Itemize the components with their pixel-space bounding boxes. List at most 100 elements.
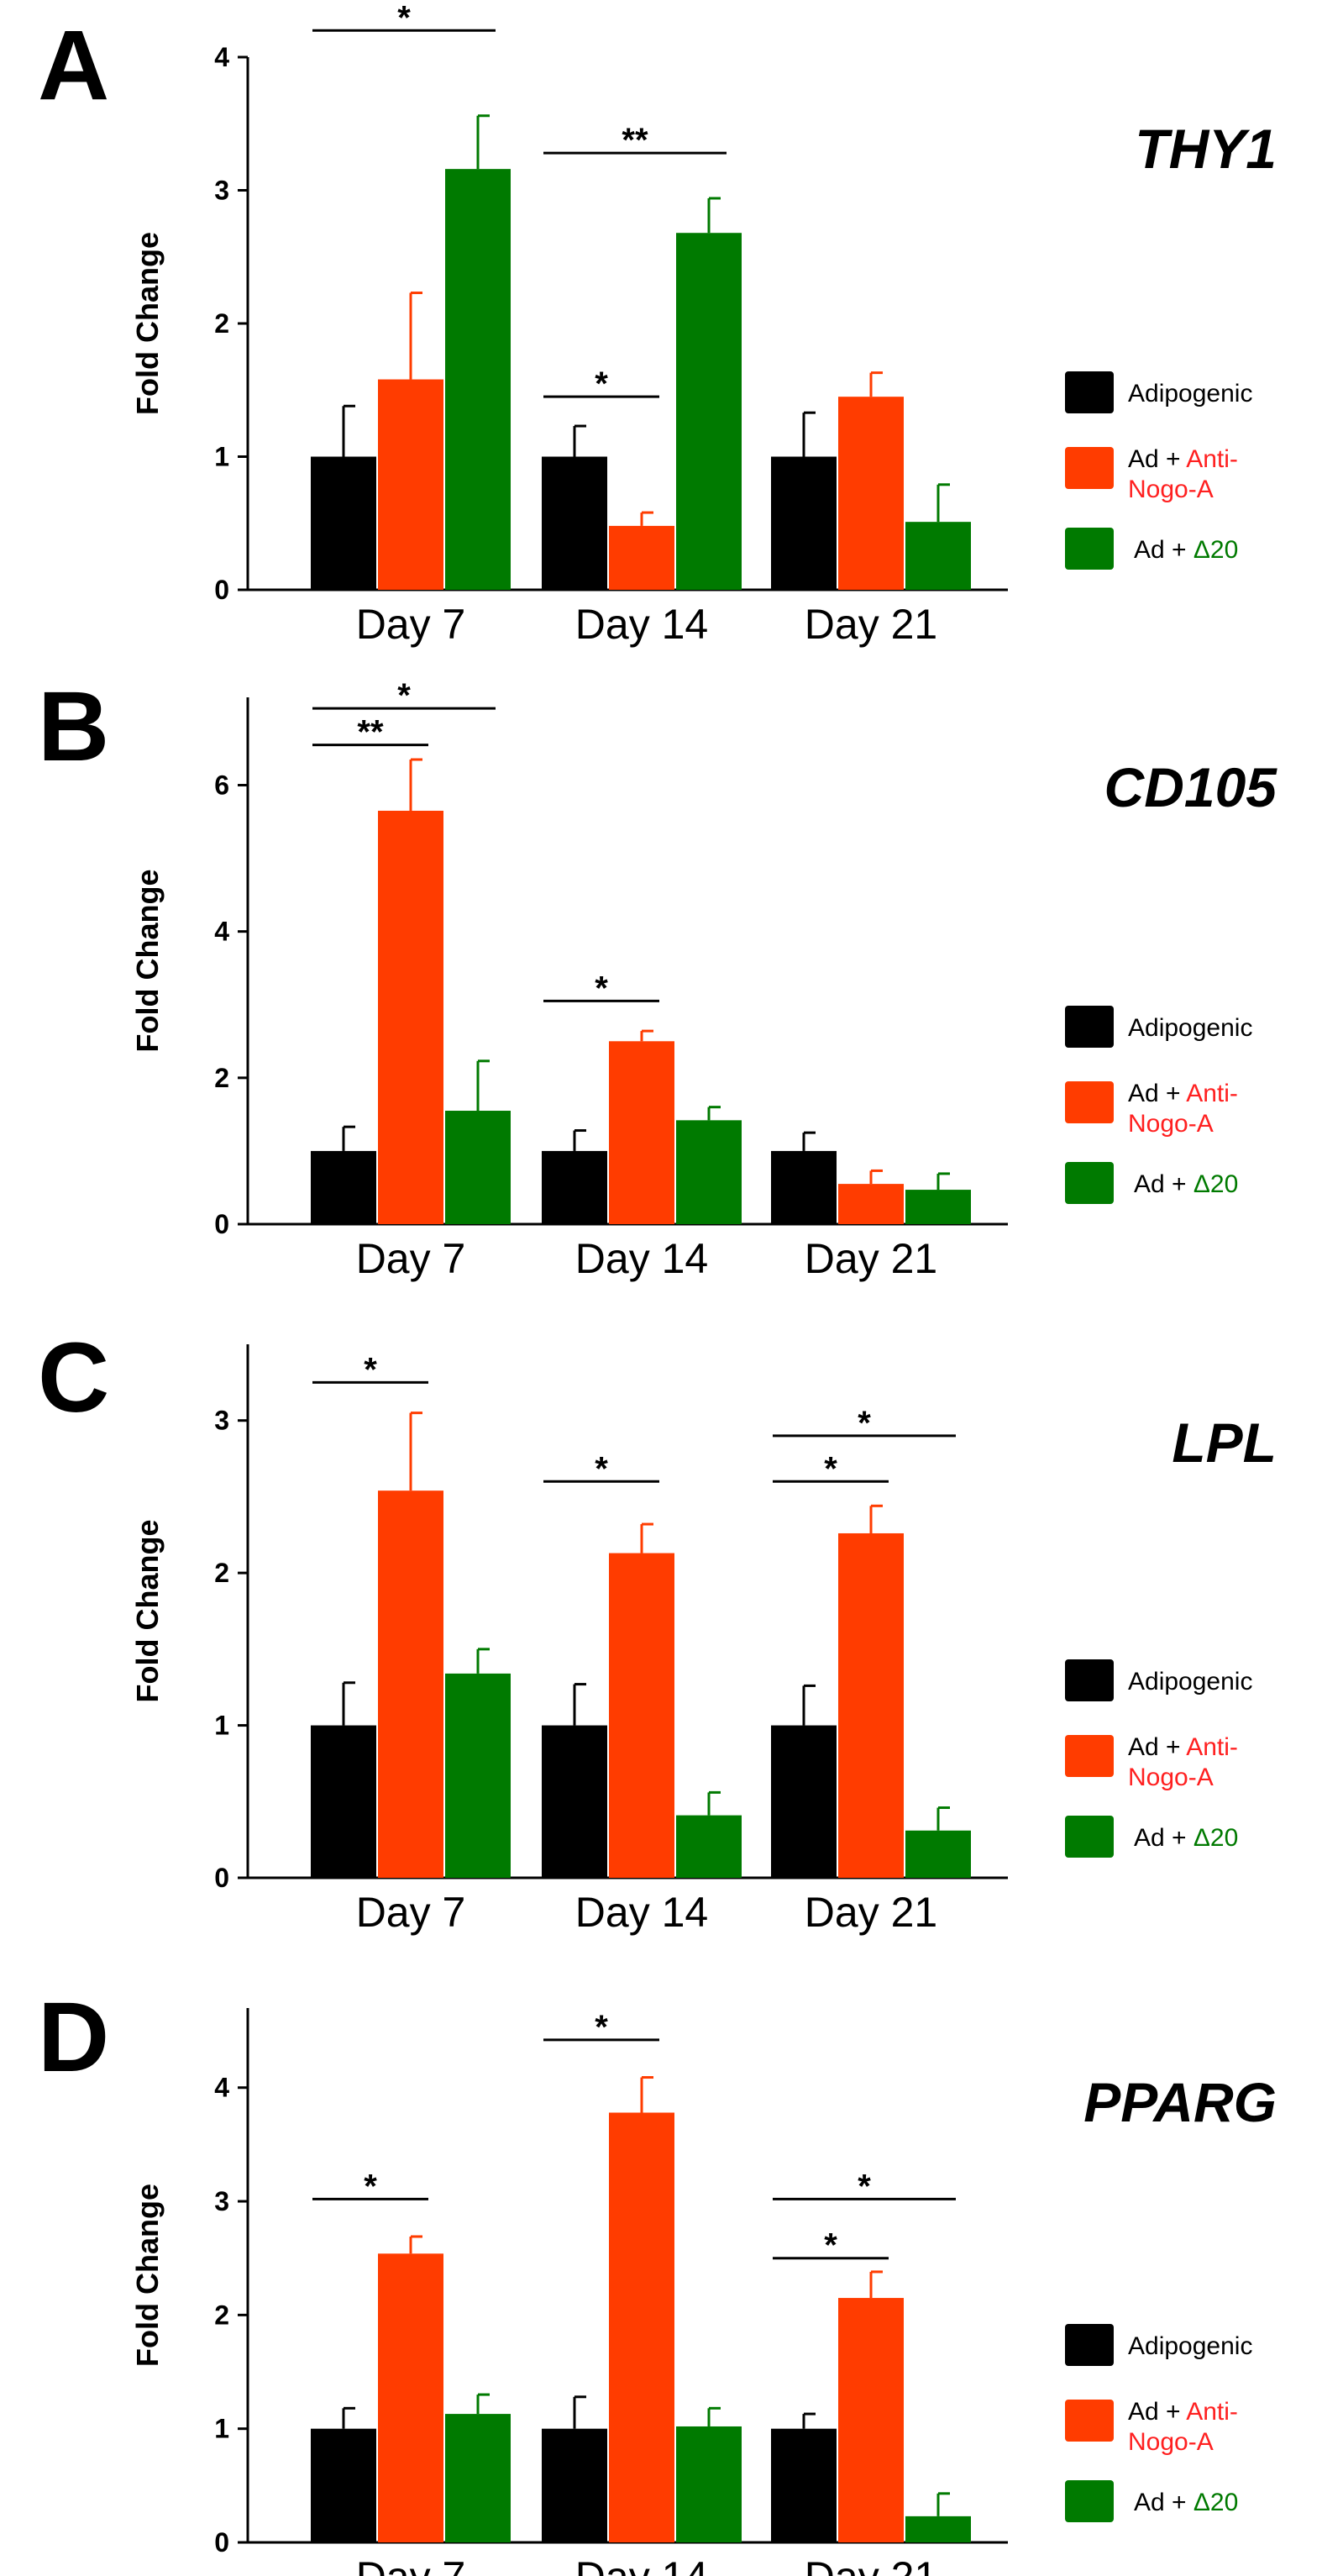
legend-label-delta20: Ad + Δ20 [1134, 1170, 1238, 1198]
y-tick-label: 0 [214, 1209, 229, 1239]
legend-label-anti-nogo-a-line2: Nogo-A [1128, 1110, 1214, 1138]
legend-swatch [1065, 1162, 1114, 1204]
legend-label-anti-nogo-a: Ad + Anti- [1128, 2398, 1238, 2426]
bar-anti-nogo-a [378, 810, 443, 1224]
y-tick-label: 0 [214, 1863, 229, 1893]
bar-adipogenic [771, 456, 837, 590]
gene-title: THY1 [1135, 118, 1277, 180]
y-tick-label: 3 [214, 2186, 229, 2216]
significance-label: ** [357, 714, 384, 751]
legend-label-anti-nogo-a-line2: Nogo-A [1128, 1764, 1214, 1791]
bar-anti-nogo-a [838, 1184, 904, 1224]
x-tick-label: Day 14 [575, 1235, 708, 1282]
bar-delta20 [445, 1111, 511, 1224]
y-axis-label: Fold Change [130, 1520, 165, 1703]
legend-label-adipogenic: Adipogenic [1128, 1014, 1252, 1042]
legend-swatch [1065, 1659, 1114, 1701]
x-tick-label: Day 14 [575, 601, 708, 648]
bar-adipogenic [771, 1725, 837, 1878]
gene-title: PPARG [1083, 2071, 1277, 2133]
legend-swatch [1065, 2324, 1114, 2366]
x-tick-label: Day 7 [356, 2553, 466, 2576]
panel-letter: B [38, 671, 109, 782]
legend-label-delta20: Ad + Δ20 [1134, 1824, 1238, 1852]
y-tick-label: 0 [214, 575, 229, 605]
y-tick-label: 1 [214, 2414, 229, 2444]
bar-delta20 [676, 1815, 742, 1878]
panel-c: C LPL Fold Change 0 1 2 3 Day 7 Day 14 Day 21 * * * *… [38, 1322, 1277, 1936]
bar-delta20 [905, 522, 971, 590]
y-tick-label: 4 [214, 917, 229, 947]
bar-anti-nogo-a [838, 397, 904, 590]
x-tick-label: Day 21 [805, 1235, 937, 1282]
significance-label: * [595, 1450, 608, 1487]
significance-label: * [824, 2227, 837, 2264]
x-tick-label: Day 7 [356, 601, 466, 648]
bar-adipogenic [542, 1725, 607, 1878]
y-tick-label: 3 [214, 1406, 229, 1436]
bar-adipogenic [311, 1150, 376, 1224]
x-tick-label: Day 14 [575, 1889, 708, 1936]
significance-label: * [858, 2168, 871, 2205]
x-tick-label: Day 21 [805, 2553, 937, 2576]
bar-delta20 [905, 1190, 971, 1224]
x-tick-label: Day 21 [805, 601, 937, 648]
legend-swatch [1065, 1006, 1114, 1048]
bar-anti-nogo-a [378, 1490, 443, 1878]
significance-label: * [397, 677, 411, 714]
significance-label: * [595, 2009, 608, 2046]
legend-swatch [1065, 2480, 1114, 2522]
significance-label: ** [622, 122, 648, 159]
bar-adipogenic [542, 2428, 607, 2542]
bar-delta20 [676, 233, 742, 590]
bar-delta20 [676, 1120, 742, 1224]
y-tick-label: 4 [214, 42, 229, 72]
legend-swatch [1065, 528, 1114, 570]
bar-anti-nogo-a [838, 1532, 904, 1878]
bar-delta20 [445, 2414, 511, 2542]
legend: Adipogenic Ad + Anti- Nogo-A Ad + Δ20 [1065, 1006, 1252, 1204]
y-tick-label: 1 [214, 442, 229, 472]
y-tick-label: 2 [214, 1063, 229, 1093]
legend: Adipogenic Ad + Anti-Nogo-A Ad + Δ20 [1065, 2324, 1252, 2522]
legend-label-anti-nogo-a-line2: Nogo-A [1128, 2428, 1214, 2456]
bar-anti-nogo-a [609, 1553, 674, 1878]
legend-label-adipogenic: Adipogenic [1128, 2332, 1252, 2360]
bar-anti-nogo-a [609, 1041, 674, 1224]
bar-adipogenic [771, 1150, 837, 1224]
legend-swatch [1065, 1081, 1114, 1123]
bar-anti-nogo-a [609, 2112, 674, 2542]
bar-anti-nogo-a [609, 525, 674, 590]
y-axis-label: Fold Change [130, 2184, 165, 2367]
legend-label-anti-nogo-a: Ad + Anti- [1128, 1733, 1238, 1761]
legend-label-anti-nogo-a: Ad + Anti- [1128, 445, 1238, 473]
bar-anti-nogo-a [838, 2298, 904, 2542]
bar-delta20 [445, 1673, 511, 1878]
gene-title: CD105 [1104, 756, 1278, 818]
significance-label: * [858, 1405, 871, 1442]
bar-delta20 [676, 2426, 742, 2542]
bar-anti-nogo-a [378, 2253, 443, 2542]
legend-label-delta20: Ad + Δ20 [1134, 2489, 1238, 2516]
y-tick-label: 2 [214, 1558, 229, 1588]
legend-swatch [1065, 371, 1114, 413]
bar-adipogenic [311, 2428, 376, 2542]
legend-label-anti-nogo-a-line2: Nogo-A [1128, 476, 1214, 503]
panel-d: D PPARG Fold Change 0 1 2 3 4 Day 7 Day 14 Day 21 *… [38, 1982, 1277, 2576]
y-tick-label: 2 [214, 2300, 229, 2330]
bar-adipogenic [542, 1150, 607, 1224]
legend-swatch [1065, 1735, 1114, 1777]
legend-swatch [1065, 1816, 1114, 1858]
significance-label: * [595, 970, 608, 1007]
significance-label: * [397, 0, 411, 36]
significance-label: * [364, 1351, 377, 1388]
gene-title: LPL [1172, 1412, 1277, 1474]
legend-label-anti-nogo-a: Ad + Anti- [1128, 1080, 1238, 1107]
y-tick-label: 3 [214, 176, 229, 206]
y-axis-label: Fold Change [130, 870, 165, 1053]
